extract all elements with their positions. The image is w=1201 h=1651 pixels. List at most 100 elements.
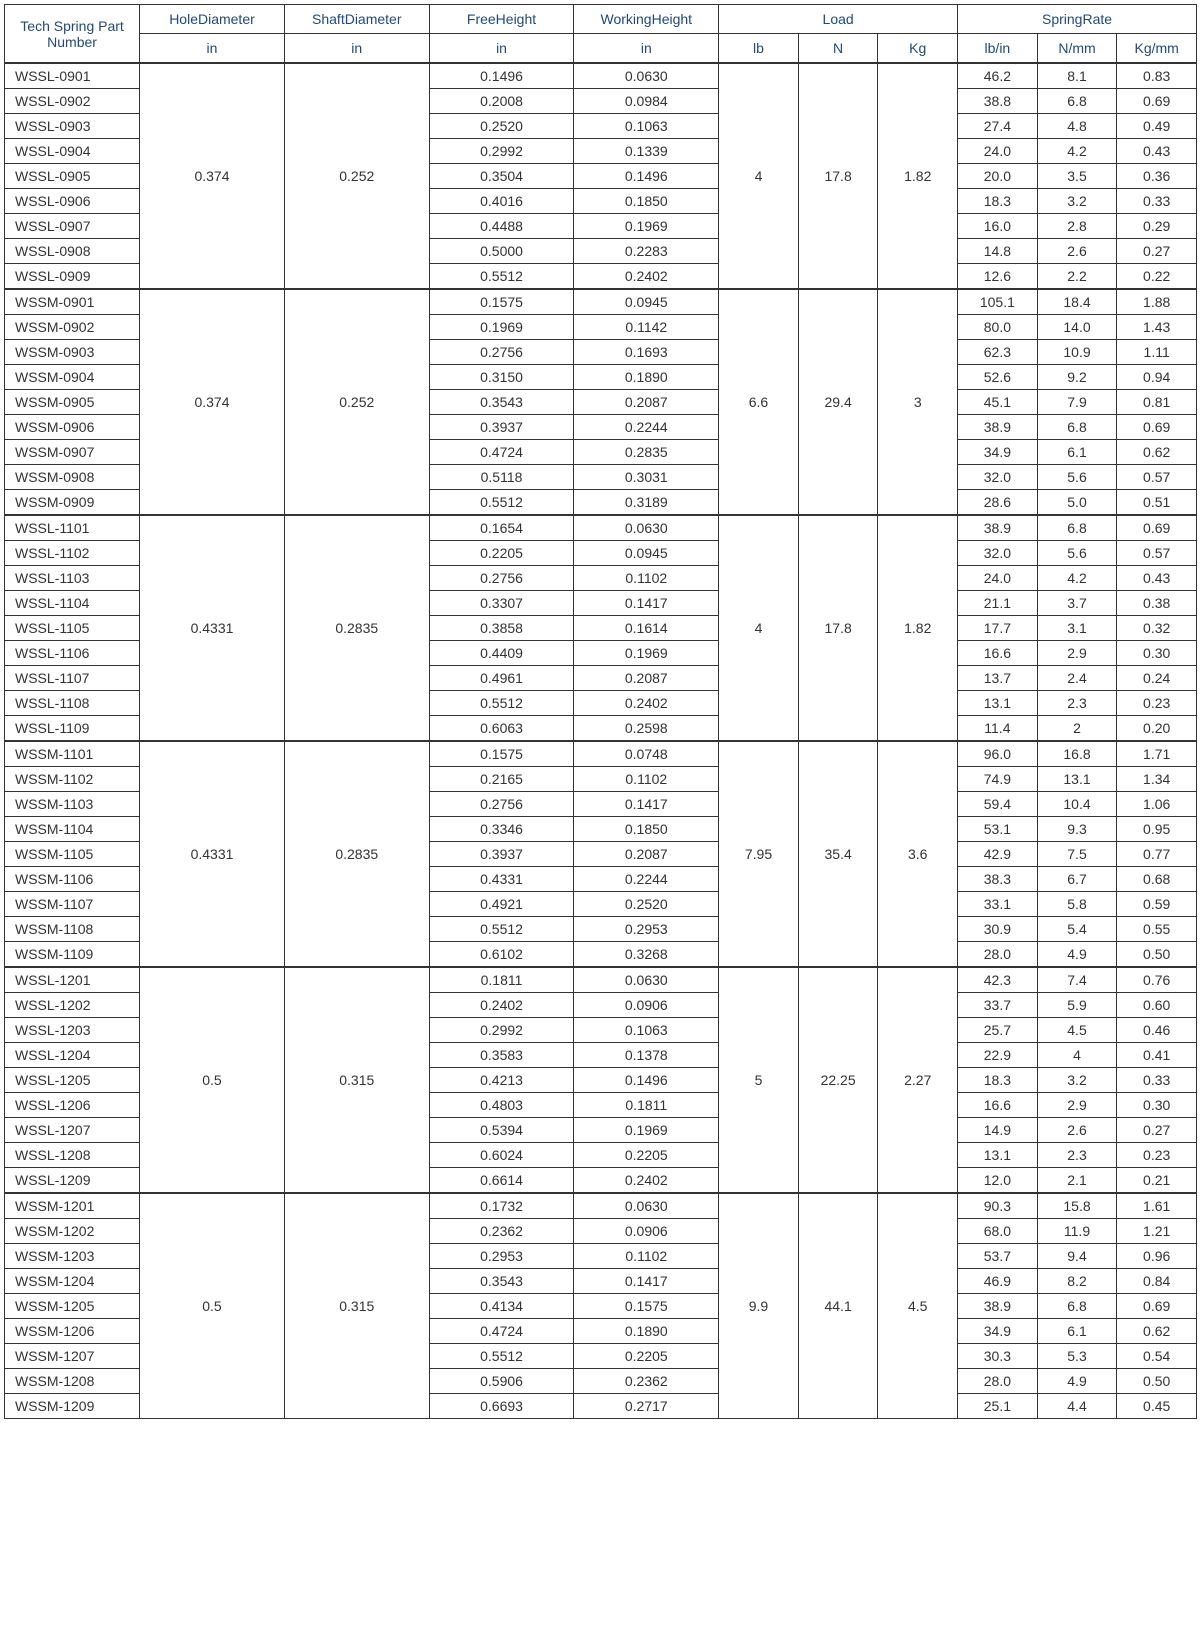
cell-part-number: WSSL-1208 [5, 1143, 140, 1168]
cell-spring-rate-n-mm: 5.6 [1037, 541, 1117, 566]
unit-free-in: in [429, 34, 574, 64]
unit-sr-lb-in: lb/in [958, 34, 1038, 64]
cell-working-height: 0.1417 [574, 792, 719, 817]
table-row: WSSM-11010.43310.28350.15750.07487.9535.… [5, 741, 1197, 767]
cell-hole-diameter: 0.5 [140, 967, 285, 1193]
cell-spring-rate-lb-in: 18.3 [958, 1068, 1038, 1093]
cell-part-number: WSSM-0906 [5, 415, 140, 440]
unit-work-in: in [574, 34, 719, 64]
cell-spring-rate-n-mm: 9.3 [1037, 817, 1117, 842]
cell-spring-rate-lb-in: 28.0 [958, 942, 1038, 968]
cell-free-height: 0.4409 [429, 641, 574, 666]
cell-part-number: WSSL-1202 [5, 993, 140, 1018]
cell-working-height: 0.1850 [574, 817, 719, 842]
cell-spring-rate-kg-mm: 0.51 [1117, 490, 1197, 516]
cell-spring-rate-kg-mm: 0.43 [1117, 139, 1197, 164]
cell-free-height: 0.2362 [429, 1219, 574, 1244]
cell-free-height: 0.2402 [429, 993, 574, 1018]
cell-working-height: 0.1811 [574, 1093, 719, 1118]
cell-part-number: WSSM-0907 [5, 440, 140, 465]
cell-spring-rate-n-mm: 16.8 [1037, 741, 1117, 767]
cell-spring-rate-kg-mm: 0.57 [1117, 465, 1197, 490]
cell-free-height: 0.1969 [429, 315, 574, 340]
cell-spring-rate-kg-mm: 0.96 [1117, 1244, 1197, 1269]
cell-working-height: 0.0945 [574, 541, 719, 566]
unit-load-kg: Kg [878, 34, 958, 64]
cell-spring-rate-kg-mm: 0.45 [1117, 1394, 1197, 1419]
cell-spring-rate-kg-mm: 0.77 [1117, 842, 1197, 867]
unit-load-lb: lb [719, 34, 799, 64]
cell-spring-rate-n-mm: 2.6 [1037, 1118, 1117, 1143]
cell-spring-rate-lb-in: 24.0 [958, 566, 1038, 591]
cell-spring-rate-n-mm: 4.5 [1037, 1018, 1117, 1043]
col-working-height: WorkingHeight [574, 5, 719, 34]
table-row: WSSM-09010.3740.2520.15750.09456.629.431… [5, 289, 1197, 315]
cell-spring-rate-n-mm: 4.8 [1037, 114, 1117, 139]
cell-spring-rate-n-mm: 7.4 [1037, 967, 1117, 993]
unit-load-n: N [798, 34, 878, 64]
cell-working-height: 0.2087 [574, 666, 719, 691]
cell-part-number: WSSM-0904 [5, 365, 140, 390]
cell-free-height: 0.6614 [429, 1168, 574, 1194]
cell-spring-rate-kg-mm: 0.50 [1117, 1369, 1197, 1394]
cell-working-height: 0.1339 [574, 139, 719, 164]
col-shaft-diameter: ShaftDiameter [284, 5, 429, 34]
cell-spring-rate-lb-in: 27.4 [958, 114, 1038, 139]
cell-part-number: WSSM-1205 [5, 1294, 140, 1319]
cell-free-height: 0.6024 [429, 1143, 574, 1168]
cell-working-height: 0.2362 [574, 1369, 719, 1394]
cell-part-number: WSSM-0909 [5, 490, 140, 516]
cell-working-height: 0.1969 [574, 214, 719, 239]
cell-spring-rate-kg-mm: 0.69 [1117, 89, 1197, 114]
cell-spring-rate-lb-in: 62.3 [958, 340, 1038, 365]
cell-working-height: 0.1969 [574, 1118, 719, 1143]
cell-load-lb: 4 [719, 63, 799, 289]
cell-free-height: 0.4961 [429, 666, 574, 691]
cell-free-height: 0.5512 [429, 264, 574, 290]
cell-spring-rate-kg-mm: 1.34 [1117, 767, 1197, 792]
cell-working-height: 0.2087 [574, 842, 719, 867]
cell-free-height: 0.3858 [429, 616, 574, 641]
cell-part-number: WSSM-1102 [5, 767, 140, 792]
cell-working-height: 0.1063 [574, 1018, 719, 1043]
cell-spring-rate-n-mm: 2.3 [1037, 1143, 1117, 1168]
cell-working-height: 0.1378 [574, 1043, 719, 1068]
cell-spring-rate-n-mm: 4.2 [1037, 566, 1117, 591]
cell-spring-rate-n-mm: 10.9 [1037, 340, 1117, 365]
cell-working-height: 0.0630 [574, 515, 719, 541]
col-hole-diameter: HoleDiameter [140, 5, 285, 34]
cell-spring-rate-lb-in: 38.9 [958, 1294, 1038, 1319]
cell-free-height: 0.5512 [429, 691, 574, 716]
cell-spring-rate-kg-mm: 0.33 [1117, 1068, 1197, 1093]
cell-working-height: 0.2402 [574, 264, 719, 290]
cell-part-number: WSSL-1105 [5, 616, 140, 641]
cell-part-number: WSSL-1205 [5, 1068, 140, 1093]
cell-load-n: 44.1 [798, 1193, 878, 1419]
cell-spring-rate-lb-in: 14.9 [958, 1118, 1038, 1143]
cell-spring-rate-n-mm: 6.7 [1037, 867, 1117, 892]
cell-spring-rate-n-mm: 5.4 [1037, 917, 1117, 942]
cell-spring-rate-n-mm: 6.1 [1037, 440, 1117, 465]
cell-free-height: 0.5394 [429, 1118, 574, 1143]
cell-working-height: 0.0630 [574, 967, 719, 993]
cell-working-height: 0.0984 [574, 89, 719, 114]
cell-spring-rate-kg-mm: 0.50 [1117, 942, 1197, 968]
cell-free-height: 0.2756 [429, 340, 574, 365]
cell-spring-rate-kg-mm: 1.61 [1117, 1193, 1197, 1219]
cell-part-number: WSSL-1104 [5, 591, 140, 616]
cell-free-height: 0.1654 [429, 515, 574, 541]
cell-spring-rate-lb-in: 38.3 [958, 867, 1038, 892]
cell-free-height: 0.3937 [429, 415, 574, 440]
cell-hole-diameter: 0.4331 [140, 741, 285, 967]
cell-spring-rate-n-mm: 6.8 [1037, 515, 1117, 541]
cell-working-height: 0.3189 [574, 490, 719, 516]
cell-spring-rate-lb-in: 33.1 [958, 892, 1038, 917]
cell-spring-rate-kg-mm: 0.43 [1117, 566, 1197, 591]
cell-free-height: 0.6693 [429, 1394, 574, 1419]
cell-working-height: 0.0748 [574, 741, 719, 767]
cell-working-height: 0.2402 [574, 691, 719, 716]
cell-spring-rate-lb-in: 38.8 [958, 89, 1038, 114]
cell-part-number: WSSL-1204 [5, 1043, 140, 1068]
cell-working-height: 0.1575 [574, 1294, 719, 1319]
cell-spring-rate-n-mm: 2.3 [1037, 691, 1117, 716]
